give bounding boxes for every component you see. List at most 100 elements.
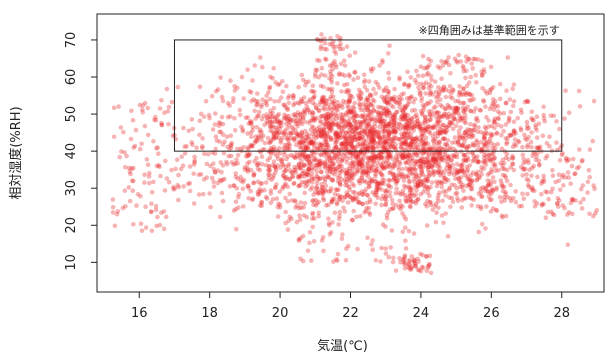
- data-point-1042: [319, 97, 325, 103]
- data-point-1308: [391, 138, 397, 144]
- data-point-1212: [483, 104, 488, 109]
- data-point-3363: [558, 187, 563, 193]
- data-point-2944: [482, 149, 488, 155]
- data-point-2134: [364, 87, 370, 93]
- data-point-2744: [306, 173, 312, 178]
- data-point-2123: [283, 220, 288, 226]
- data-point-1420: [400, 140, 406, 145]
- data-point-499: [311, 95, 317, 100]
- data-point-623: [406, 168, 411, 173]
- data-point-2396: [414, 112, 419, 117]
- data-point-3135: [384, 213, 390, 218]
- data-point-2590: [405, 124, 411, 129]
- data-point-991: [354, 154, 360, 159]
- data-point-2883: [351, 160, 356, 166]
- data-point-2727: [304, 134, 310, 140]
- data-point-2724: [442, 141, 448, 147]
- data-point-110: [416, 196, 421, 202]
- data-point-2294: [253, 98, 259, 104]
- data-point-1068: [447, 84, 453, 89]
- data-point-3023: [246, 153, 251, 158]
- data-point-695: [231, 208, 237, 213]
- data-point-2550: [232, 88, 238, 93]
- data-point-2931: [482, 186, 488, 191]
- data-point-661: [219, 169, 224, 175]
- data-point-745: [271, 66, 277, 71]
- data-point-3184: [336, 72, 342, 77]
- data-point-445: [368, 109, 374, 114]
- data-point-1542: [449, 170, 454, 175]
- data-point-1261: [312, 102, 318, 107]
- data-point-2745: [396, 154, 401, 159]
- data-point-3198: [420, 53, 426, 59]
- data-point-1356: [335, 156, 340, 161]
- data-point-53: [302, 111, 308, 117]
- data-point-2076: [323, 134, 328, 140]
- data-point-210: [438, 97, 443, 102]
- data-point-547: [357, 135, 362, 141]
- data-point-1103: [443, 176, 449, 182]
- data-point-654: [339, 128, 345, 134]
- data-point-1694: [415, 153, 420, 158]
- data-point-98: [198, 111, 204, 117]
- data-point-3317: [111, 134, 117, 140]
- data-point-1579: [393, 142, 399, 147]
- data-point-568: [308, 162, 314, 167]
- data-point-981: [382, 98, 387, 104]
- data-point-2261: [475, 129, 480, 134]
- data-point-18: [423, 114, 428, 120]
- data-point-424: [276, 124, 282, 129]
- data-point-2806: [442, 155, 447, 160]
- data-point-1375: [504, 141, 509, 147]
- data-point-1338: [426, 186, 431, 192]
- data-point-2505: [282, 130, 287, 135]
- data-point-86: [511, 82, 517, 87]
- data-point-923: [417, 178, 423, 184]
- data-point-371: [363, 98, 369, 103]
- data-point-573: [335, 151, 341, 156]
- data-point-2159: [412, 161, 418, 166]
- data-point-645: [346, 178, 352, 183]
- data-point-442: [443, 112, 448, 117]
- data-point-1770: [372, 129, 377, 135]
- data-point-197: [373, 118, 378, 123]
- data-point-2293: [331, 121, 336, 127]
- data-point-1775: [275, 117, 280, 122]
- data-point-2937: [531, 117, 536, 123]
- data-point-2379: [252, 63, 258, 68]
- data-point-595: [213, 89, 219, 94]
- data-point-1273: [240, 204, 246, 209]
- data-point-289: [461, 135, 466, 141]
- data-point-2052: [186, 128, 191, 134]
- data-point-2791: [373, 190, 379, 195]
- data-point-2437: [344, 160, 350, 165]
- data-point-273: [382, 107, 388, 112]
- data-point-2226: [412, 123, 417, 129]
- data-point-925: [340, 118, 345, 123]
- data-point-1925: [463, 92, 469, 97]
- data-point-2137: [298, 119, 303, 125]
- data-point-2048: [382, 124, 388, 129]
- data-point-1027: [419, 111, 425, 116]
- data-point-3031: [245, 161, 250, 166]
- data-point-1975: [452, 167, 458, 172]
- data-point-1111: [397, 175, 402, 180]
- data-point-1295: [554, 119, 559, 124]
- data-point-19: [373, 178, 379, 184]
- data-point-869: [388, 136, 393, 142]
- data-point-50: [275, 82, 281, 88]
- data-point-1862: [320, 191, 326, 196]
- data-point-2592: [255, 102, 260, 107]
- data-point-1606: [361, 151, 367, 157]
- data-point-1293: [386, 110, 392, 115]
- data-point-1418: [268, 200, 274, 206]
- data-point-71: [357, 130, 363, 136]
- data-point-1588: [416, 122, 422, 127]
- data-point-2691: [326, 175, 332, 180]
- data-point-431: [463, 75, 468, 81]
- data-point-2553: [317, 176, 323, 181]
- data-point-1411: [228, 153, 234, 159]
- data-point-2939: [521, 196, 527, 201]
- data-point-1821: [382, 128, 388, 134]
